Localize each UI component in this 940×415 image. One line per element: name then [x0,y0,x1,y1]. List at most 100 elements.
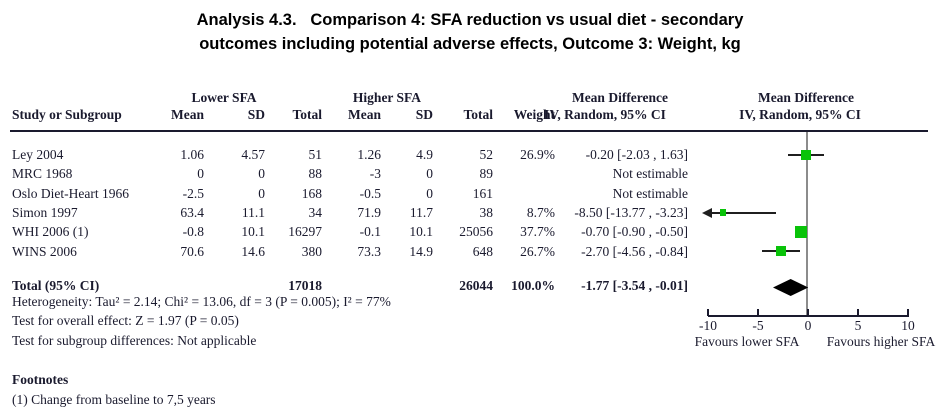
mean1-cell: 70.6 [180,243,204,259]
mean2-cell: -0.1 [359,224,381,240]
axis-tick-label: 10 [901,318,915,333]
axis-tick [757,309,759,316]
total1-cell: 34 [308,204,323,220]
figure-title-line1: Analysis 4.3. Comparison 4: SFA reductio… [196,11,744,29]
table-row: Simon 1997 63.4 11.1 34 71.9 11.7 38 8.7% -8.50 … [12,203,688,222]
total-diamond [772,278,808,296]
mean2-cell: 71.9 [357,204,381,220]
header-sd-1: SD [247,107,265,122]
sd1-cell: 14.6 [241,243,265,259]
effect-square [801,149,811,160]
x-axis-line [708,315,909,317]
total2-cell: 38 [479,204,494,220]
sd1-cell: 0 [258,166,265,182]
header-divider-line [10,130,928,132]
mean1-cell [152,276,204,295]
ci-cell: -8.50 [-13.77 , -3.23] [574,204,688,220]
header-total-1: Total [292,107,322,122]
header-sd-2: SD [415,107,433,122]
total2-cell: 52 [479,147,494,162]
axis-tick-label: -10 [699,318,717,333]
table-row: MRC 1968 0 0 88 -3 0 89 Not estimable [12,164,688,183]
figure-title-line2: outcomes including potential adverse eff… [199,35,741,53]
table-row: Ley 2004 1.06 4.57 51 1.26 4.9 52 26.9% -0.20 [-… [12,145,688,164]
sd1-cell: 0 [258,185,265,201]
total1-cell: 51 [308,147,323,162]
header-higher-sfa: Higher SFA [352,90,422,105]
weight-cell [493,164,555,183]
axis-tick-label: 0 [804,318,812,333]
total1-cell: 168 [301,185,322,201]
total2-cell: 648 [472,243,493,259]
study-cell: Simon 1997 [12,204,78,220]
total1-cell: 380 [301,243,322,259]
mean2-cell: -3 [369,166,381,182]
table-row: WHI 2006 (1) -0.8 10.1 16297 -0.1 10.1 25056 37… [12,222,688,241]
total1-cell: 16297 [288,224,322,240]
heterogeneity-text: Heterogeneity: Tau² = 2.14; Chi² = 13.06… [12,294,391,309]
effect-square [776,246,786,257]
sd2-cell: 0 [426,185,433,201]
weight-cell: 8.7% [526,204,555,220]
ci-cell: -1.77 [-3.54 , -0.01] [581,278,688,293]
total2-cell: 26044 [459,278,493,293]
footnotes-heading: Footnotes [12,372,69,387]
header-mean-2: Mean [348,107,381,122]
sd2-cell: 14.9 [409,243,433,259]
study-cell: MRC 1968 [12,166,73,182]
mean1-cell: -2.5 [182,185,204,201]
favours-left-label: Favours lower SFA [694,334,800,349]
ci-cell: -2.70 [-4.56 , -0.84] [581,243,688,259]
total-row: Total (95% CI) 17018 26044 100.0% -1.77 [-3.… [12,276,688,295]
study-cell: WHI 2006 (1) [12,224,89,240]
axis-tick [907,309,909,316]
total2-cell: 89 [479,166,494,182]
sd2-cell [381,276,433,295]
effect-square [719,209,727,216]
mean1-cell: 63.4 [180,204,204,220]
header-mean-difference-text: Mean Difference [571,90,669,105]
header-ci-text: IV, Random, 95% CI [544,107,666,122]
table-row: WINS 2006 70.6 14.6 380 73.3 14.9 648 26.7% -2.7… [12,242,688,261]
study-cell: Total (95% CI) [12,278,100,293]
sd1-cell: 4.57 [241,147,265,162]
weight-cell: 26.9% [520,147,555,162]
header-lower-sfa: Lower SFA [191,90,257,105]
mean2-cell [322,276,381,295]
axis-tick [857,309,859,316]
mean2-cell: 1.26 [357,147,381,162]
study-cell: WINS 2006 [12,243,77,259]
study-cell: Oslo Diet-Heart 1966 [12,185,129,201]
axis-tick [807,309,809,316]
mean2-cell: 73.3 [357,243,381,259]
favours-right-label: Favours higher SFA [826,334,936,349]
ci-clipped-arrow-left [702,207,712,218]
zero-effect-line [806,132,808,316]
header-weight: Weight [513,107,555,122]
mean2-cell: -0.5 [359,185,381,201]
weight-cell: 37.7% [520,224,555,240]
total2-cell: 161 [472,185,493,201]
weight-cell [493,184,555,203]
ci-cell: -0.70 [-0.90 , -0.50] [581,224,688,240]
header-mean-difference-plot: Mean Difference [757,90,855,105]
effect-square [795,225,807,238]
ci-line [708,211,776,214]
axis-tick-label: -5 [752,318,764,333]
axis-tick-label: 5 [854,318,862,333]
header-total-2: Total [463,107,493,122]
sd1-cell: 11.1 [241,204,265,220]
sd1-cell [204,276,265,295]
sd2-cell: 10.1 [409,224,433,240]
table-row: Oslo Diet-Heart 1966 -2.5 0 168 -0.5 0 161 Not … [12,184,688,203]
sd2-cell: 0 [426,166,433,182]
study-cell: Ley 2004 [12,147,64,162]
sd2-cell: 11.7 [409,204,433,220]
total1-cell: 17018 [288,278,322,293]
header-ci-plot: IV, Random, 95% CI [739,107,861,122]
total2-cell: 25056 [459,224,493,240]
weight-cell: 26.7% [520,243,555,259]
ci-cell: Not estimable [612,185,688,201]
ci-cell: -0.20 [-2.03 , 1.63] [585,147,688,162]
